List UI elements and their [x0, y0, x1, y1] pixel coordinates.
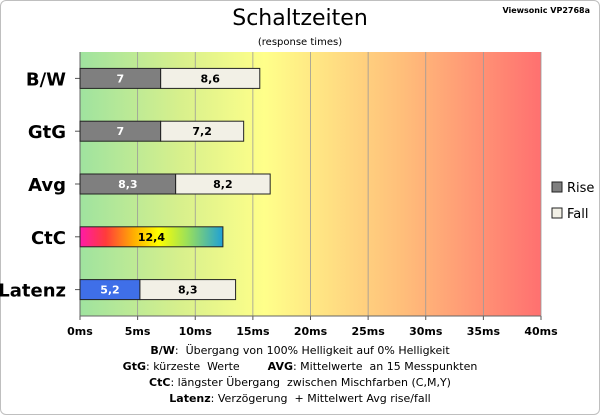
bar-value-label: 8,3	[118, 178, 138, 191]
x-tick-label: 30ms	[409, 325, 443, 338]
footer-text: : Mittelwerte an 15 Messpunkten	[292, 360, 478, 373]
bar-value-label: 5,2	[100, 284, 120, 297]
chart-title: Schaltzeiten	[232, 6, 368, 31]
bar-fall	[175, 173, 271, 195]
bar-fall	[160, 67, 261, 89]
footer-text: : Verzögerung + Mittelwert Avg rise/fall	[210, 392, 431, 405]
bar-value-label: 7,2	[192, 125, 212, 138]
bar-ctc	[79, 226, 224, 248]
bar-value-label: 8,2	[213, 178, 233, 191]
x-tick-label: 25ms	[351, 325, 385, 338]
category-label: B/W	[26, 69, 66, 90]
category-label: GtG	[28, 122, 66, 143]
chart-subtitle: (response times)	[257, 37, 343, 48]
legend-swatch	[551, 181, 563, 193]
x-tick-label: 10ms	[179, 325, 213, 338]
category-label: Latenz	[0, 281, 66, 302]
x-tick-label: 5ms	[125, 325, 151, 338]
x-tick-label: 20ms	[294, 325, 328, 338]
footer-line-latenz: Latenz: Verzögerung + Mittelwert Avg ris…	[0, 392, 600, 405]
bar-value-label: 7	[117, 72, 125, 85]
bar-value-label: 12,4	[138, 231, 165, 244]
footer-line-ctc: CtC: längster Übergang zwischen Mischfar…	[0, 376, 600, 389]
footer-key: CtC	[149, 376, 171, 389]
x-tick-label: 0ms	[67, 325, 93, 338]
legend-label: Fall	[567, 207, 588, 222]
footer-text: : längster Übergang zwischen Mischfarben…	[170, 376, 451, 389]
footer-key: Latenz	[169, 392, 211, 405]
monitor-model: Viewsonic VP2768a	[502, 6, 590, 15]
category-label: CtC	[31, 228, 66, 249]
x-tick-label: 35ms	[467, 325, 501, 338]
x-tick-label: 40ms	[524, 325, 558, 338]
category-label: Avg	[28, 175, 66, 196]
bar-value-label: 8,3	[178, 284, 198, 297]
bar-fall	[160, 120, 245, 142]
footer-text: : Übergang von 100% Helligkeit auf 0% He…	[174, 344, 450, 357]
footer-line-gtg-avg: GtG: kürzeste Werte AVG: Mittelwerte an …	[0, 360, 600, 373]
x-tick-label: 15ms	[236, 325, 270, 338]
footer-text: : kürzeste Werte	[146, 360, 240, 373]
footer-key: AVG	[267, 360, 293, 373]
legend-swatch	[551, 207, 563, 219]
bar-value-label: 7	[117, 125, 125, 138]
legend-label: Rise	[567, 181, 594, 196]
footer-line-bw: B/W: Übergang von 100% Helligkeit auf 0%…	[0, 344, 600, 357]
bar-value-label: 8,6	[200, 72, 220, 85]
footer-key: B/W	[150, 344, 175, 357]
bar-fall	[139, 279, 237, 301]
footer-key: GtG	[122, 360, 146, 373]
